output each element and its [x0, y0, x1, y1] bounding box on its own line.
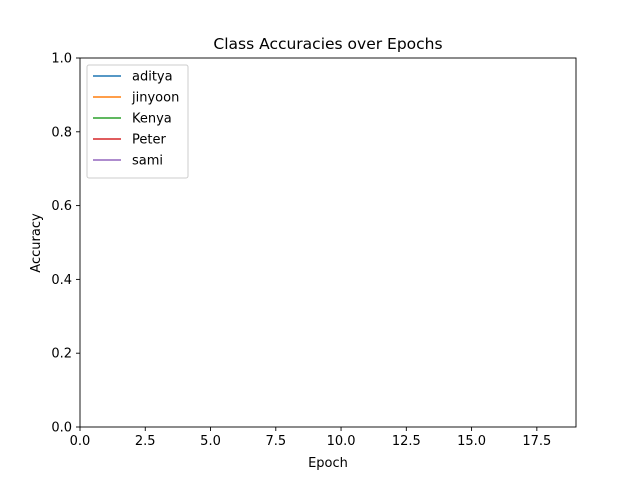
x-tick-label: 17.5: [522, 434, 551, 449]
legend-box: [86, 64, 189, 179]
legend: aditya jinyoon Kenya Peter sami: [86, 64, 189, 179]
y-tick-label: 0.2: [51, 347, 72, 362]
x-tick-label: 12.5: [392, 434, 421, 449]
y-tick-label: 1.0: [51, 52, 72, 67]
legend-label-jinyoon: jinyoon: [131, 91, 179, 106]
y-tick-label: 0.8: [51, 125, 72, 140]
y-tick-label: 0.0: [51, 421, 72, 436]
y-axis-label: Accuracy: [29, 213, 44, 273]
plot-frame: [79, 57, 577, 428]
legend-label-peter: Peter: [132, 133, 166, 148]
y-tick-label: 0.6: [51, 199, 72, 214]
legend-label-aditya: aditya: [132, 70, 173, 85]
y-tick-label: 0.4: [51, 273, 72, 288]
x-tick-label: 10.0: [327, 434, 356, 449]
x-tick-label: 7.5: [265, 434, 286, 449]
legend-label-sami: sami: [132, 154, 163, 169]
x-tick-label: 0.0: [70, 434, 91, 449]
chart-title: Class Accuracies over Epochs: [213, 35, 442, 53]
x-axis-label: Epoch: [308, 456, 348, 471]
x-tick-label: 15.0: [457, 434, 486, 449]
legend-label-kenya: Kenya: [132, 112, 172, 127]
x-tick-label: 5.0: [200, 434, 221, 449]
plot-area: 0.0 2.5 5.0 7.5 10.0 12.5 15.0 17.5 0.0 0.2 0.4 0.6…: [51, 52, 577, 449]
x-tick-label: 2.5: [135, 434, 156, 449]
